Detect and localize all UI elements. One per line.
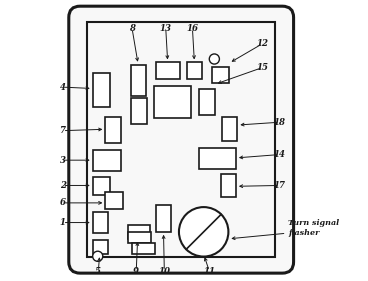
Text: 17: 17 [273, 181, 286, 190]
Bar [132, 243, 155, 254]
Bar [93, 150, 121, 171]
Text: 3: 3 [60, 156, 66, 165]
Bar [131, 98, 148, 124]
Bar [93, 240, 108, 254]
Bar [199, 89, 215, 115]
Bar [199, 148, 236, 169]
Bar [93, 73, 110, 107]
Text: 12: 12 [257, 39, 269, 48]
Bar [156, 62, 180, 79]
Bar [105, 192, 123, 209]
Bar [187, 62, 202, 79]
Text: 6: 6 [60, 198, 66, 207]
Text: 1: 1 [60, 218, 66, 227]
Text: 2: 2 [60, 181, 66, 190]
Text: 15: 15 [257, 63, 269, 72]
Text: 9: 9 [133, 267, 139, 276]
Text: 13: 13 [160, 24, 172, 33]
Circle shape [209, 54, 219, 64]
Bar [105, 117, 121, 143]
Text: 11: 11 [203, 267, 215, 276]
Bar [128, 232, 151, 243]
Text: 10: 10 [158, 267, 170, 276]
Text: 8: 8 [129, 24, 135, 33]
Bar [93, 177, 110, 195]
Bar [131, 65, 146, 96]
Text: 18: 18 [273, 118, 286, 127]
Bar [128, 225, 150, 239]
Text: Turn signal
flasher: Turn signal flasher [288, 219, 339, 237]
Bar [156, 205, 171, 232]
Bar [220, 174, 236, 197]
Text: 7: 7 [60, 126, 66, 135]
Text: 16: 16 [187, 24, 198, 33]
Bar [212, 67, 229, 83]
Bar [222, 117, 237, 140]
Text: 4: 4 [60, 83, 66, 92]
Bar [155, 86, 191, 118]
Text: 5: 5 [95, 267, 101, 276]
Bar [87, 22, 275, 257]
Circle shape [179, 207, 229, 257]
Text: 14: 14 [273, 150, 286, 159]
Bar [93, 212, 108, 233]
Circle shape [93, 251, 103, 261]
FancyBboxPatch shape [69, 6, 294, 273]
